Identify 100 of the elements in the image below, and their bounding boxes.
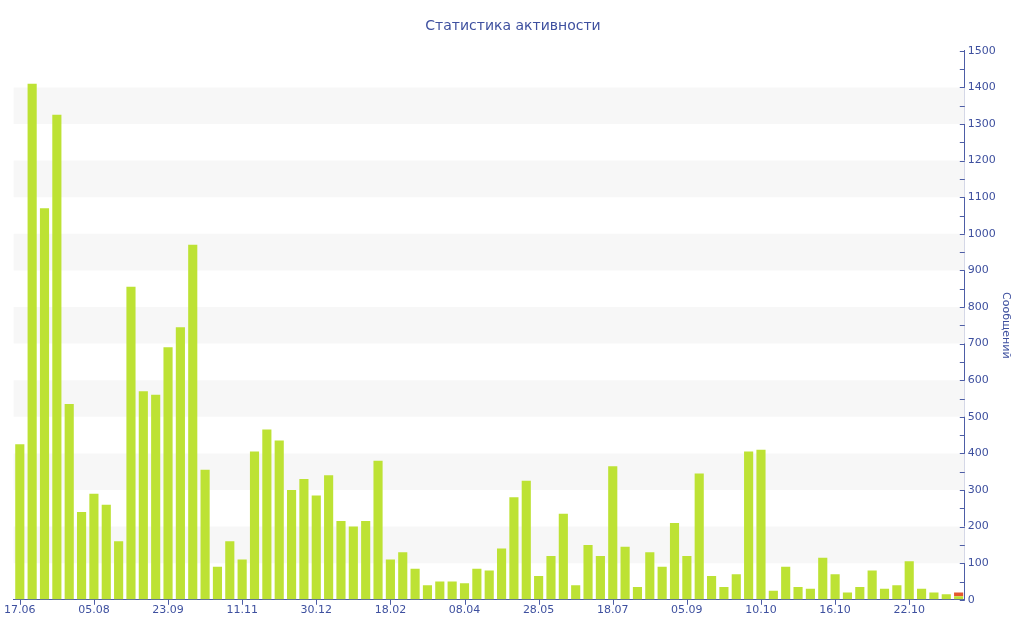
bar bbox=[595, 555, 605, 600]
bar bbox=[867, 570, 877, 600]
bar bbox=[632, 586, 643, 600]
bar bbox=[731, 574, 741, 600]
x-tick-label: 18.07 bbox=[596, 603, 629, 617]
x-tick-label: 23.09 bbox=[152, 603, 184, 617]
bar bbox=[27, 83, 37, 600]
bar bbox=[954, 592, 964, 597]
bar bbox=[608, 466, 618, 600]
bar bbox=[299, 479, 309, 600]
x-tick-label: 17.06 bbox=[4, 603, 36, 617]
bar bbox=[447, 581, 457, 600]
y-tick-label: 200 bbox=[967, 519, 989, 533]
bar bbox=[410, 568, 420, 600]
bar bbox=[15, 444, 25, 600]
x-tick-label: 08.04 bbox=[448, 603, 481, 617]
y-axis-title: Сообщений bbox=[999, 292, 1013, 359]
y-tick-label: 100 bbox=[967, 556, 989, 570]
bar bbox=[422, 585, 433, 600]
bar bbox=[781, 566, 791, 600]
x-tick-label: 28.05 bbox=[522, 603, 555, 617]
y-tick-label: 1400 bbox=[967, 80, 996, 94]
y-tick-label: 1300 bbox=[967, 116, 996, 130]
bar bbox=[138, 391, 148, 600]
bar bbox=[151, 394, 161, 600]
bar bbox=[620, 546, 630, 600]
bar bbox=[200, 469, 210, 600]
bar bbox=[657, 566, 667, 600]
x-tick-label: 05.09 bbox=[671, 603, 703, 617]
bar bbox=[237, 559, 247, 600]
bar bbox=[52, 114, 62, 600]
bar bbox=[805, 588, 815, 600]
bar bbox=[558, 513, 568, 600]
y-tick-label: 900 bbox=[967, 263, 989, 277]
bar bbox=[472, 568, 482, 600]
bar bbox=[89, 493, 99, 600]
bar bbox=[373, 460, 383, 600]
bar bbox=[311, 495, 321, 600]
bar bbox=[830, 574, 840, 600]
bar bbox=[521, 480, 531, 600]
bar bbox=[534, 576, 544, 600]
bar bbox=[398, 552, 408, 600]
bar bbox=[188, 244, 198, 600]
y-tick-label: 600 bbox=[967, 373, 989, 387]
bar bbox=[954, 596, 964, 600]
bar bbox=[225, 541, 235, 600]
bar bbox=[459, 583, 470, 600]
bar bbox=[361, 521, 371, 600]
bar bbox=[583, 544, 593, 600]
bar bbox=[336, 521, 346, 600]
y-tick-label: 400 bbox=[967, 446, 989, 460]
y-tick-label: 300 bbox=[967, 482, 989, 496]
y-tick-label: 1000 bbox=[967, 226, 996, 240]
y-tick-label: 700 bbox=[967, 336, 989, 350]
bar bbox=[855, 586, 865, 600]
y-tick-label: 0 bbox=[967, 592, 975, 606]
chart-title: Статистика активности bbox=[425, 17, 601, 34]
y-tick-label: 500 bbox=[967, 409, 989, 423]
x-tick-label: 10.10 bbox=[745, 603, 777, 617]
bar bbox=[571, 585, 581, 600]
bar bbox=[435, 581, 445, 600]
x-tick-label: 30.12 bbox=[300, 603, 333, 617]
bar bbox=[929, 592, 939, 600]
bar bbox=[892, 585, 902, 600]
bar bbox=[509, 497, 519, 600]
bar bbox=[175, 327, 185, 600]
bar bbox=[249, 451, 260, 600]
bar bbox=[682, 555, 692, 600]
bar bbox=[842, 592, 853, 600]
bar bbox=[64, 403, 74, 600]
bar bbox=[917, 588, 927, 600]
bar bbox=[348, 526, 358, 600]
bar bbox=[546, 555, 556, 600]
bar bbox=[793, 586, 803, 600]
bar bbox=[669, 522, 680, 600]
bar bbox=[497, 548, 507, 600]
bar bbox=[163, 347, 173, 600]
bar bbox=[879, 588, 890, 600]
bar bbox=[904, 561, 914, 600]
bar bbox=[286, 490, 297, 600]
bar bbox=[694, 473, 704, 600]
x-tick-label: 05.08 bbox=[78, 603, 110, 617]
bar bbox=[484, 570, 494, 600]
bar bbox=[707, 576, 717, 600]
x-tick-label: 22.10 bbox=[893, 603, 925, 617]
y-tick-label: 1200 bbox=[967, 153, 996, 167]
y-tick-label: 800 bbox=[967, 299, 989, 313]
bar bbox=[768, 590, 778, 600]
bar bbox=[39, 208, 50, 600]
bar bbox=[101, 504, 111, 600]
bar bbox=[645, 552, 655, 600]
bar bbox=[114, 541, 124, 600]
bar bbox=[756, 449, 766, 600]
x-tick-label: 18.02 bbox=[374, 603, 407, 617]
bar bbox=[744, 451, 754, 600]
bar bbox=[818, 557, 828, 600]
x-tick-label: 11.11 bbox=[226, 603, 258, 617]
bar bbox=[385, 559, 395, 600]
y-tick-label: 1100 bbox=[967, 190, 996, 204]
bar bbox=[126, 286, 136, 600]
